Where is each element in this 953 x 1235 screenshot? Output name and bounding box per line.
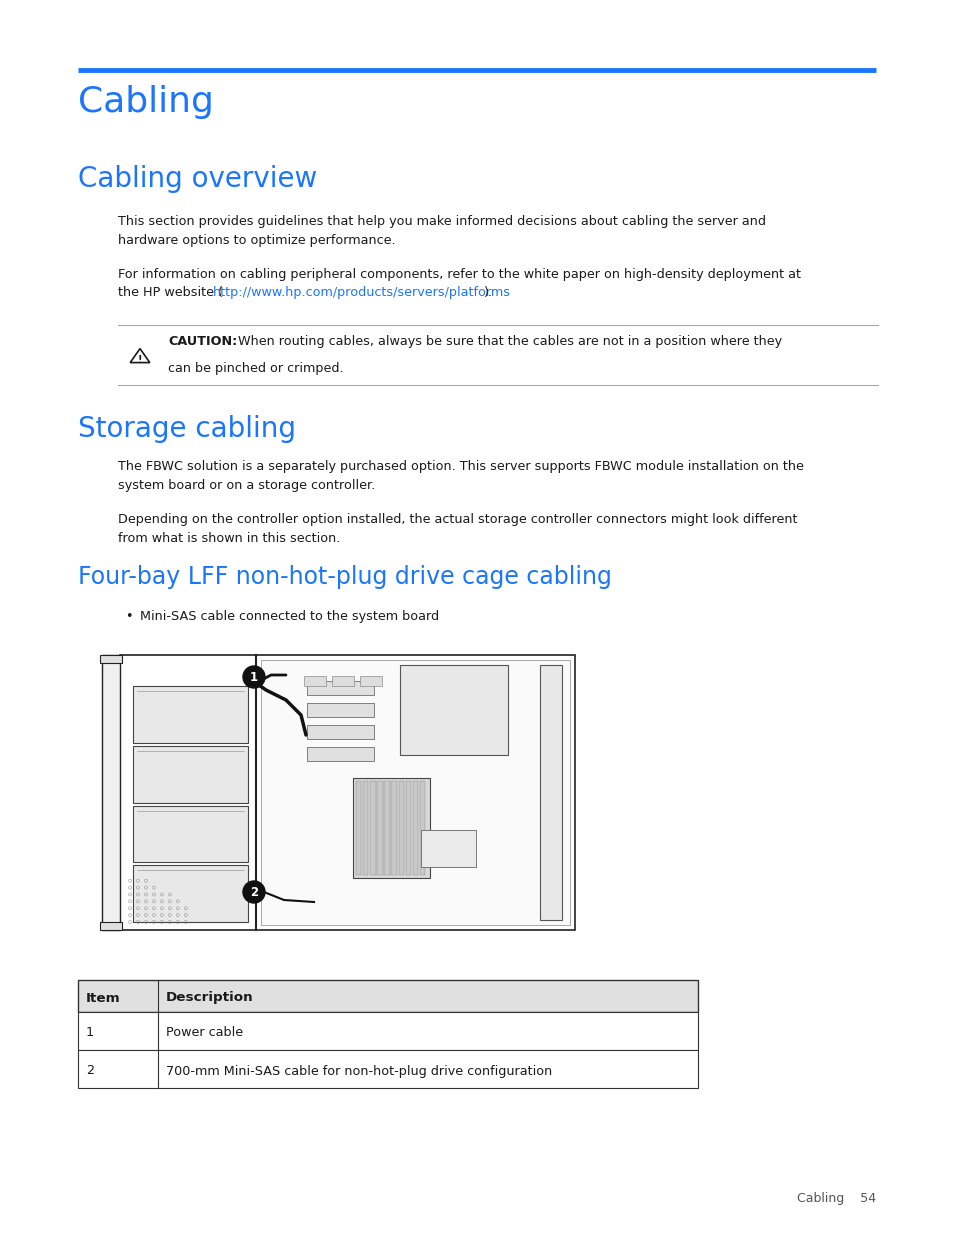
Bar [102, 655, 120, 930]
Text: 1: 1 [250, 671, 258, 683]
Bar [384, 781, 390, 876]
Bar [398, 781, 403, 876]
Bar [376, 781, 382, 876]
Text: Depending on the controller option installed, the actual storage controller conn: Depending on the controller option insta… [118, 513, 797, 545]
Bar [304, 676, 326, 685]
Bar [539, 664, 561, 920]
Text: Storage cabling: Storage cabling [78, 415, 295, 443]
Bar [132, 746, 248, 803]
Bar [261, 659, 569, 925]
Bar [78, 981, 698, 1011]
Text: the HP website (: the HP website ( [118, 287, 223, 299]
Text: 700-mm Mini-SAS cable for non-hot-plug drive configuration: 700-mm Mini-SAS cable for non-hot-plug d… [166, 1065, 552, 1077]
Bar [132, 687, 248, 743]
Bar [307, 725, 374, 739]
Bar [370, 781, 375, 876]
Text: 2: 2 [250, 885, 258, 899]
Bar [405, 781, 411, 876]
Text: Cabling: Cabling [78, 85, 213, 119]
Bar [353, 778, 430, 878]
Circle shape [243, 666, 265, 688]
Text: •: • [125, 610, 132, 622]
Text: 1: 1 [86, 1026, 94, 1040]
Bar [419, 781, 425, 876]
Bar [332, 676, 354, 685]
Text: Cabling    54: Cabling 54 [796, 1192, 875, 1205]
Bar [307, 703, 374, 718]
Text: Mini-SAS cable connected to the system board: Mini-SAS cable connected to the system b… [140, 610, 438, 622]
Bar [391, 781, 396, 876]
Text: The FBWC solution is a separately purchased option. This server supports FBWC mo: The FBWC solution is a separately purcha… [118, 459, 803, 492]
Bar [132, 866, 248, 923]
Bar [363, 781, 368, 876]
Text: For information on cabling peripheral components, refer to the white paper on hi: For information on cabling peripheral co… [118, 268, 801, 282]
Text: This section provides guidelines that help you make informed decisions about cab: This section provides guidelines that he… [118, 215, 765, 247]
Text: Item: Item [86, 992, 121, 1004]
Bar [100, 923, 122, 930]
Bar [100, 655, 122, 663]
Bar [413, 781, 417, 876]
Text: ).: ). [482, 287, 492, 299]
Bar [78, 1050, 698, 1088]
Text: When routing cables, always be sure that the cables are not in a position where : When routing cables, always be sure that… [230, 335, 781, 348]
Bar [132, 805, 248, 862]
Text: can be pinched or crimped.: can be pinched or crimped. [168, 362, 343, 375]
Bar [120, 655, 575, 930]
Bar [307, 680, 374, 695]
Text: Four-bay LFF non-hot-plug drive cage cabling: Four-bay LFF non-hot-plug drive cage cab… [78, 564, 611, 589]
Bar [420, 830, 476, 867]
Bar [399, 664, 507, 755]
Bar [78, 1011, 698, 1050]
Text: !: ! [137, 354, 142, 366]
Bar [355, 781, 361, 876]
Text: CAUTION:: CAUTION: [168, 335, 237, 348]
Text: Description: Description [166, 992, 253, 1004]
Bar [307, 747, 374, 761]
Text: Power cable: Power cable [166, 1026, 243, 1040]
Bar [359, 676, 381, 685]
Text: http://www.hp.com/products/servers/platforms: http://www.hp.com/products/servers/platf… [213, 287, 511, 299]
Text: 2: 2 [86, 1065, 94, 1077]
Circle shape [243, 881, 265, 903]
Text: Cabling overview: Cabling overview [78, 165, 317, 193]
